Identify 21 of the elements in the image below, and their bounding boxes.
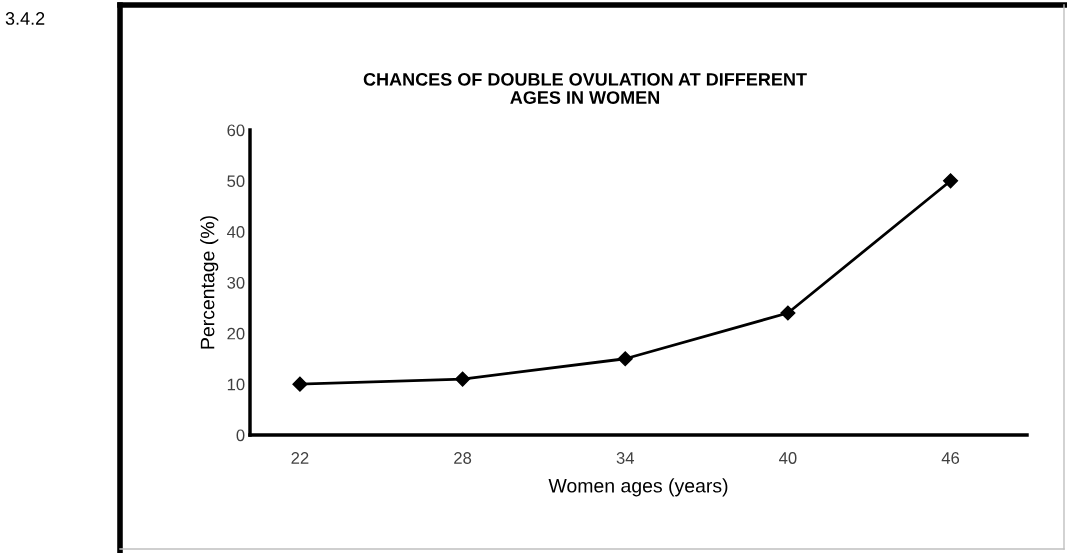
chart-title: CHANCES OF DOUBLE OVULATION AT DIFFERENT AGES IN WOMEN: [363, 72, 807, 104]
y-tick-label: 50: [227, 175, 245, 188]
x-tick-label: 46: [941, 452, 960, 464]
x-tick-label: 34: [616, 452, 635, 464]
x-tick-label: 22: [291, 452, 309, 464]
y-tick-label: 60: [227, 124, 245, 137]
y-tick-label: 10: [227, 378, 245, 391]
y-tick-label: 30: [227, 276, 245, 289]
point: [292, 376, 308, 392]
y-tick-label: 40: [226, 226, 245, 238]
x-tick-label: 28: [454, 452, 472, 464]
point: [617, 351, 633, 367]
point: [942, 173, 959, 189]
point: [780, 305, 796, 321]
y-tick-label: 20: [227, 327, 245, 340]
y-axis-title: Percentage (%): [200, 216, 219, 349]
x-axis-title: Women ages (years): [548, 478, 728, 497]
text: 3.4.2: [5, 12, 45, 25]
point: [455, 371, 471, 387]
x-tick-label: 40: [779, 452, 797, 464]
y-tick-label: 0: [236, 429, 245, 442]
